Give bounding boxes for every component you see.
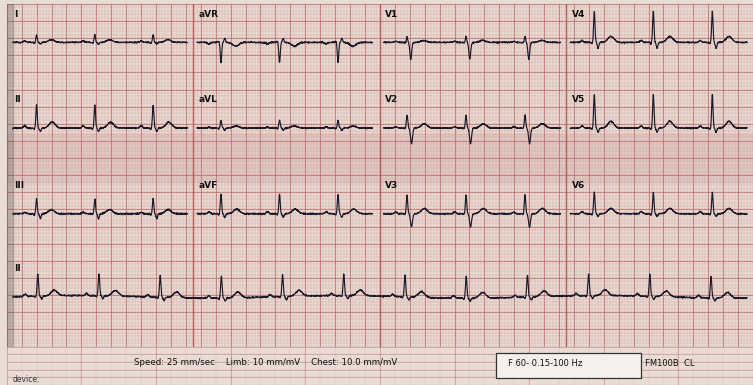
Text: V4: V4 — [572, 10, 585, 19]
Text: II: II — [14, 264, 21, 273]
Text: V2: V2 — [385, 95, 398, 104]
Text: aVF: aVF — [199, 181, 218, 190]
Bar — [7, 4, 13, 346]
Text: V1: V1 — [385, 10, 398, 19]
Text: Speed: 25 mm/sec    Limb: 10 mm/mV    Chest: 10.0 mm/mV: Speed: 25 mm/sec Limb: 10 mm/mV Chest: 1… — [133, 358, 397, 367]
Bar — [7, 134, 753, 182]
FancyBboxPatch shape — [495, 353, 641, 378]
Text: device:: device: — [13, 375, 40, 384]
Text: FM100B  CL: FM100B CL — [645, 359, 694, 368]
Text: aVL: aVL — [199, 95, 218, 104]
Text: V5: V5 — [572, 95, 585, 104]
Text: V6: V6 — [572, 181, 585, 190]
Text: I: I — [14, 10, 17, 19]
Text: aVR: aVR — [199, 10, 218, 19]
Text: F 60- 0.15-100 Hz: F 60- 0.15-100 Hz — [508, 359, 583, 368]
Text: III: III — [14, 181, 24, 190]
Text: V3: V3 — [385, 181, 398, 190]
Text: II: II — [14, 95, 21, 104]
